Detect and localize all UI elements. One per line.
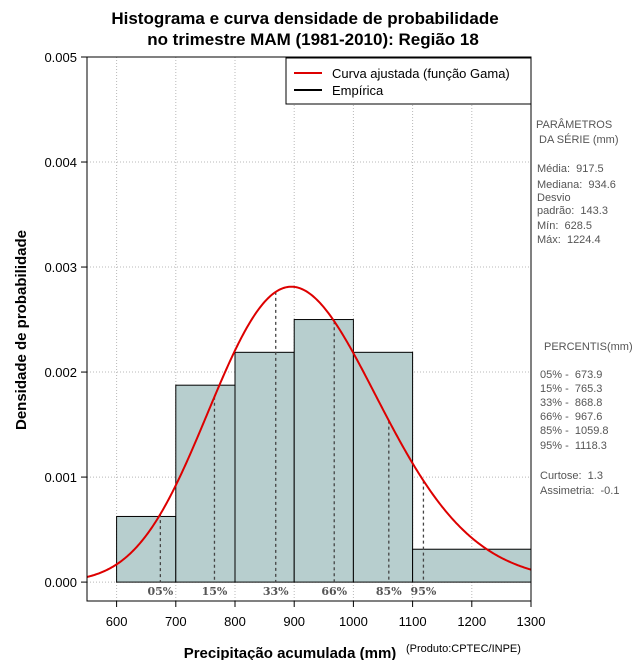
x-tick-label: 1100 — [399, 614, 427, 629]
x-tick-label: 900 — [283, 614, 305, 629]
param-mediana: Mediana: 934.6 — [537, 179, 616, 191]
stat-assimetria: Assimetria: -0.1 — [540, 485, 619, 497]
percentile-label: 05% — [147, 585, 173, 598]
series-parameters-panel: PARÂMETROS DA SÉRIE (mm) Média: 917.5 Me… — [536, 118, 619, 246]
histogram-bar — [175, 384, 236, 583]
legend-entry-empirical: Empírica — [332, 83, 384, 98]
y-tick-label: 0.001 — [44, 470, 77, 485]
y-tick-label: 0.002 — [44, 365, 77, 380]
histogram-bar — [293, 319, 354, 583]
x-axis-label: Precipitação acumulada (mm) — [184, 645, 397, 660]
histogram-bars — [116, 319, 532, 583]
axes: 600 700 800 900 1000 1100 1200 1300 0.000 0.001 0.… — [44, 50, 545, 629]
legend-box — [285, 57, 532, 105]
legend-entry-curve: Curva ajustada (função Gama) — [332, 66, 510, 81]
x-tick-label: 1200 — [457, 614, 486, 629]
percentile-85: 85% - 1059.8 — [540, 425, 609, 437]
percentile-label: 85% — [376, 585, 402, 598]
legend: Curva ajustada (função Gama) Empírica — [285, 57, 532, 105]
histogram-bar — [352, 351, 414, 583]
histogram-bar — [412, 548, 532, 583]
percentile-15: 15% - 765.3 — [540, 383, 602, 395]
chart-title-line1: Histograma e curva densidade de probabil… — [111, 9, 498, 28]
stat-curtose: Curtose: 1.3 — [540, 470, 603, 482]
y-tick-label: 0.005 — [44, 50, 77, 65]
param-desvio-2: padrão: 143.3 — [537, 205, 608, 217]
histogram-bar — [234, 351, 295, 583]
x-tick-label: 600 — [106, 614, 128, 629]
percentiles-panel: PERCENTIS(mm) 05% - 673.9 15% - 765.3 33… — [540, 341, 633, 497]
percentile-33: 33% - 868.8 — [540, 397, 602, 409]
param-media: Média: 917.5 — [537, 163, 604, 175]
plot-frame — [86, 56, 532, 602]
y-tick-label: 0.000 — [44, 575, 77, 590]
percentile-66: 66% - 967.6 — [540, 411, 602, 423]
percentile-05: 05% - 673.9 — [540, 369, 602, 381]
x-tick-label: 1000 — [339, 614, 368, 629]
param-max: Máx: 1224.4 — [537, 234, 601, 246]
y-tick-label: 0.004 — [44, 155, 77, 170]
percentile-lines: 05% 15% 33% 66% 85% 95% — [147, 291, 437, 598]
histogram-bar — [116, 515, 177, 583]
chart-title-line2: no trimestre MAM (1981-2010): Região 18 — [147, 30, 479, 49]
y-tick-label: 0.003 — [44, 260, 77, 275]
density-curve — [86, 285, 532, 578]
percentile-label: 15% — [202, 585, 228, 598]
y-axis-label: Densidade de probabilidade — [13, 230, 30, 430]
param-min: Mín: 628.5 — [537, 220, 592, 232]
gamma-curve-line — [86, 285, 532, 578]
x-tick-label: 800 — [224, 614, 246, 629]
percentile-label: 95% — [411, 585, 437, 598]
param-desvio-1: Desvio — [537, 192, 571, 204]
params-title-2: DA SÉRIE (mm) — [536, 133, 619, 146]
percentile-label: 66% — [321, 585, 347, 598]
params-title-1: PARÂMETROS — [536, 118, 612, 131]
x-tick-label: 700 — [165, 614, 187, 629]
credit-text: (Produto:CPTEC/INPE) — [406, 643, 521, 655]
x-tick-label: 1300 — [517, 614, 546, 629]
percentiles-title: PERCENTIS(mm) — [544, 341, 633, 353]
percentile-label: 33% — [263, 585, 289, 598]
percentile-95: 95% - 1118.3 — [540, 440, 607, 452]
